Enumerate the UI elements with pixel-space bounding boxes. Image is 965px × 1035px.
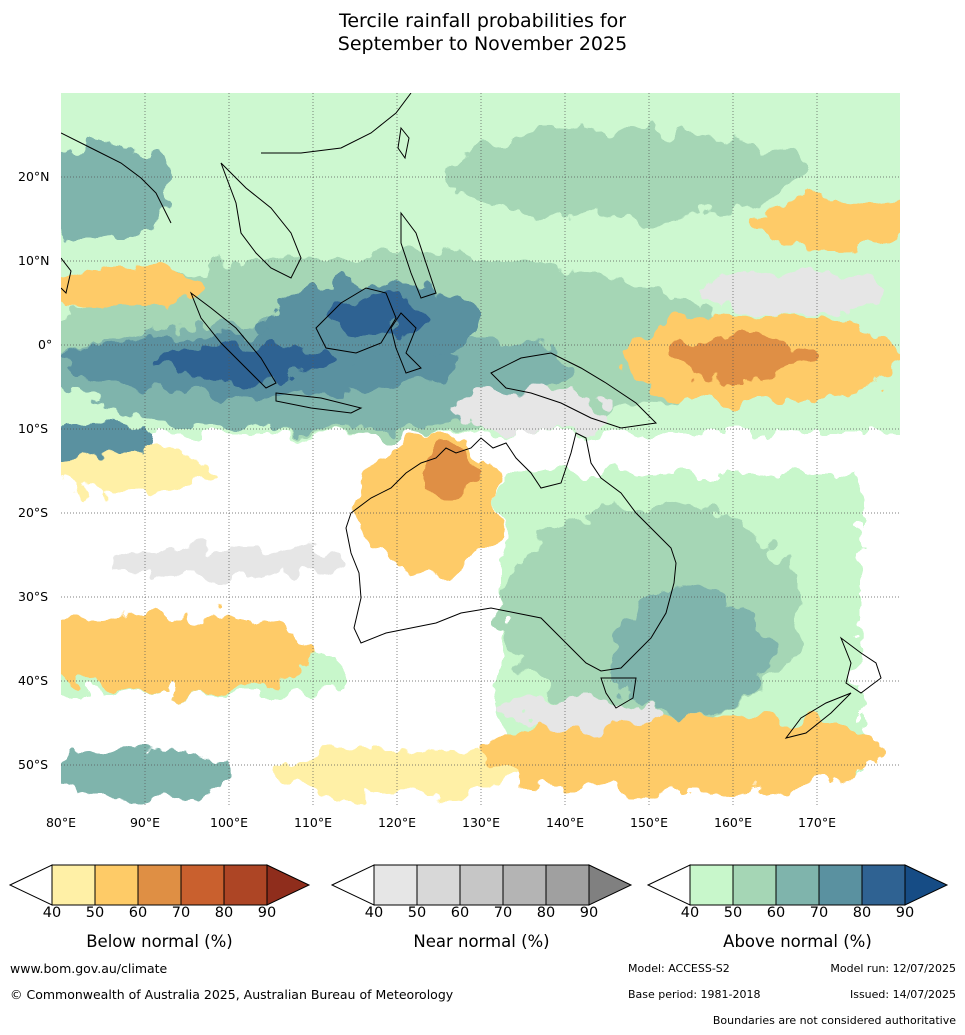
below-min-triangle bbox=[8, 864, 53, 906]
above-min-triangle bbox=[646, 864, 691, 906]
sri-lanka-coastline bbox=[61, 257, 72, 294]
above-tick: 50 bbox=[723, 905, 743, 921]
lat-tick-10n: 10°N bbox=[18, 253, 50, 268]
lon-tick-120e: 120°E bbox=[377, 815, 417, 830]
above-max-triangle bbox=[904, 864, 949, 906]
below-tick: 80 bbox=[214, 905, 234, 921]
graticule bbox=[61, 93, 900, 806]
india-coastline bbox=[61, 132, 172, 224]
lat-tick-30s: 30°S bbox=[18, 589, 49, 604]
near-tick: 90 bbox=[579, 905, 599, 921]
philippines-coastline bbox=[400, 211, 437, 299]
map-title: Tercile rainfall probabilities for Septe… bbox=[0, 10, 965, 56]
colorbar-below bbox=[8, 864, 311, 906]
below-box bbox=[137, 864, 182, 906]
new-zealand-north bbox=[839, 636, 882, 694]
probability-fields bbox=[61, 93, 900, 798]
lat-tick-50s: 50°S bbox=[18, 757, 49, 772]
above-box bbox=[689, 864, 734, 906]
near-box bbox=[416, 864, 461, 906]
above-box bbox=[818, 864, 863, 906]
above-normal-label: Above normal (%) bbox=[723, 932, 872, 951]
above-tick: 40 bbox=[680, 905, 700, 921]
boundaries-disclaimer: Boundaries are not considered authoritat… bbox=[712, 1014, 956, 1027]
lon-tick-130e: 130°E bbox=[461, 815, 501, 830]
near-tick: 60 bbox=[450, 905, 470, 921]
near-tick: 40 bbox=[364, 905, 384, 921]
lon-tick-90e: 90°E bbox=[129, 815, 161, 830]
near-normal-label: Near normal (%) bbox=[413, 932, 550, 951]
sulawesi-coastline bbox=[390, 312, 422, 374]
below-box bbox=[94, 864, 139, 906]
above-tick: 60 bbox=[766, 905, 786, 921]
coastlines bbox=[61, 93, 882, 739]
below-box bbox=[180, 864, 225, 906]
borneo-coastline bbox=[315, 287, 397, 354]
near-tick: 50 bbox=[407, 905, 427, 921]
probability-map bbox=[61, 93, 900, 806]
sumatra-coastline bbox=[189, 291, 277, 389]
near-box bbox=[502, 864, 547, 906]
lon-tick-100e: 100°E bbox=[209, 815, 249, 830]
colorbar-above bbox=[646, 864, 949, 906]
australia-coastline bbox=[345, 432, 677, 672]
near-box bbox=[459, 864, 504, 906]
china-coastline bbox=[261, 93, 412, 154]
above-box bbox=[775, 864, 820, 906]
lon-tick-140e: 140°E bbox=[545, 815, 585, 830]
above-box bbox=[861, 864, 906, 906]
colorbars bbox=[8, 864, 949, 906]
lon-tick-110e: 110°E bbox=[293, 815, 333, 830]
below-tick: 90 bbox=[257, 905, 277, 921]
lat-tick-0: 0° bbox=[38, 337, 53, 352]
website-link[interactable]: www.bom.gov.au/climate bbox=[10, 961, 168, 976]
model-run-date: Model run: 12/07/2025 bbox=[830, 962, 956, 975]
new-guinea-coastline bbox=[490, 352, 658, 429]
lon-tick-170e: 170°E bbox=[797, 815, 837, 830]
base-period: Base period: 1981-2018 bbox=[628, 988, 761, 1001]
lon-tick-80e: 80°E bbox=[45, 815, 77, 830]
title-line-1: Tercile rainfall probabilities for bbox=[338, 10, 627, 32]
near-box bbox=[373, 864, 418, 906]
below-tick: 50 bbox=[85, 905, 105, 921]
above-box bbox=[732, 864, 777, 906]
near-tick: 80 bbox=[536, 905, 556, 921]
below-normal-label: Below normal (%) bbox=[86, 932, 233, 951]
issued-date: Issued: 14/07/2025 bbox=[849, 988, 956, 1001]
below-box bbox=[223, 864, 268, 906]
below-tick: 70 bbox=[171, 905, 191, 921]
lat-tick-10s: 10°S bbox=[18, 421, 49, 436]
lat-tick-40s: 40°S bbox=[18, 673, 49, 688]
near-tick: 70 bbox=[493, 905, 513, 921]
lon-tick-160e: 160°E bbox=[713, 815, 753, 830]
lon-tick-150e: 150°E bbox=[629, 815, 669, 830]
near-min-triangle bbox=[330, 864, 375, 906]
model-name: Model: ACCESS-S2 bbox=[628, 962, 730, 975]
indochina-coastline bbox=[220, 162, 302, 279]
copyright-text: © Commonwealth of Australia 2025, Austra… bbox=[10, 987, 454, 1002]
near-max-triangle bbox=[588, 864, 633, 906]
java-coastline bbox=[275, 392, 363, 414]
above-tick: 70 bbox=[809, 905, 829, 921]
below-max-triangle bbox=[266, 864, 311, 906]
below-box bbox=[51, 864, 96, 906]
tasmania-coastline bbox=[600, 677, 637, 709]
below-tick: 40 bbox=[42, 905, 62, 921]
lat-tick-20n: 20°N bbox=[18, 169, 50, 184]
new-zealand-south bbox=[784, 692, 852, 739]
lat-tick-20s: 20°S bbox=[18, 505, 49, 520]
taiwan-coastline bbox=[397, 126, 410, 160]
below-tick: 60 bbox=[128, 905, 148, 921]
title-line-2: September to November 2025 bbox=[337, 33, 628, 55]
colorbar-near bbox=[330, 864, 633, 906]
near-box bbox=[545, 864, 590, 906]
above-tick: 80 bbox=[852, 905, 872, 921]
above-tick: 90 bbox=[895, 905, 915, 921]
